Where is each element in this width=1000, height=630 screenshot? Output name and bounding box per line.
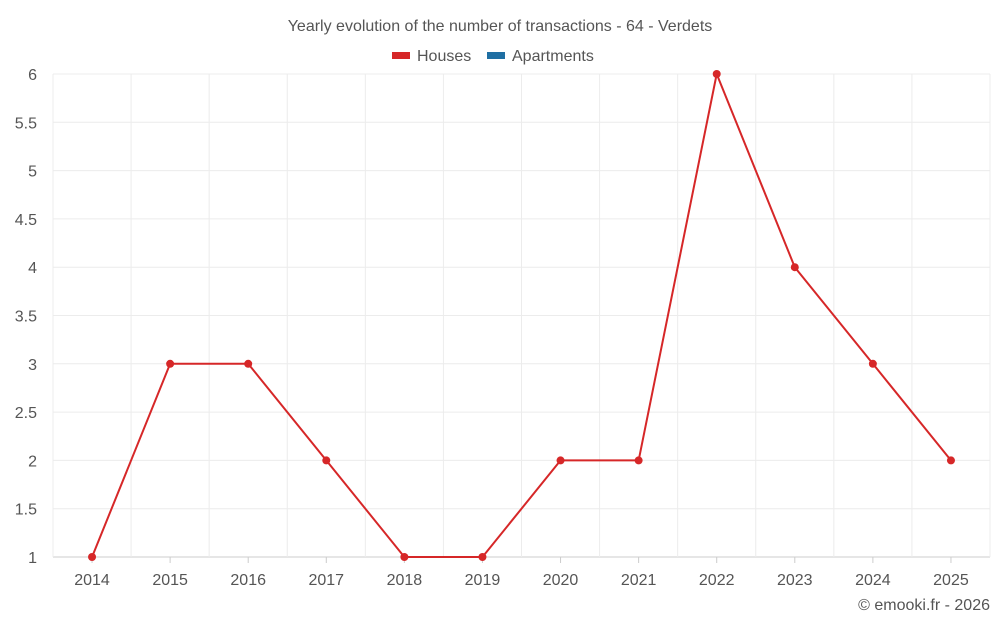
data-point-houses[interactable] xyxy=(166,359,175,368)
series-line-houses xyxy=(91,73,952,558)
data-point-houses[interactable] xyxy=(478,553,487,561)
x-axis: 2014 2015 2016 2017 2018 2019 2020 2021 2022 2023… xyxy=(74,557,969,589)
y-tick-label: 1 xyxy=(28,550,37,567)
grid xyxy=(52,73,991,558)
x-tick-label: 2018 xyxy=(387,572,423,589)
data-point-houses[interactable] xyxy=(244,359,253,368)
data-point-houses[interactable] xyxy=(322,456,331,465)
data-point-houses[interactable] xyxy=(556,456,565,465)
data-point-houses[interactable] xyxy=(946,456,955,465)
y-tick-label: 4 xyxy=(28,260,37,277)
data-point-houses[interactable] xyxy=(88,553,97,561)
x-tick-label: 2024 xyxy=(855,572,891,589)
y-tick-label: 3.5 xyxy=(15,309,37,326)
legend-swatch-houses xyxy=(392,52,410,59)
x-tick-label: 2019 xyxy=(465,572,501,589)
legend-item-houses[interactable]: Houses xyxy=(392,48,471,65)
x-tick-label: 2022 xyxy=(699,572,735,589)
legend-swatch-apartments xyxy=(487,52,505,59)
x-tick-label: 2017 xyxy=(308,572,344,589)
data-point-houses[interactable] xyxy=(400,553,409,561)
x-tick-label: 2023 xyxy=(777,572,813,589)
y-tick-label: 2.5 xyxy=(15,405,37,422)
x-tick-label: 2021 xyxy=(621,572,657,589)
y-tick-label: 3 xyxy=(28,357,37,374)
data-point-houses[interactable] xyxy=(634,456,643,465)
x-tick-label: 2020 xyxy=(543,572,579,589)
legend-item-apartments[interactable]: Apartments xyxy=(487,48,594,65)
data-point-houses[interactable] xyxy=(790,263,799,272)
x-tick-label: 2015 xyxy=(152,572,188,589)
legend-label-houses: Houses xyxy=(417,48,471,65)
footer-credit: © emooki.fr - 2026 xyxy=(858,597,990,614)
x-tick-label: 2014 xyxy=(74,572,110,589)
data-point-houses[interactable] xyxy=(712,70,721,78)
y-tick-label: 5.5 xyxy=(15,115,37,132)
y-tick-label: 6 xyxy=(28,67,37,84)
y-tick-label: 1.5 xyxy=(15,502,37,519)
chart-title: Yearly evolution of the number of transa… xyxy=(288,18,713,35)
legend-label-apartments: Apartments xyxy=(512,48,594,65)
x-tick-label: 2025 xyxy=(933,572,969,589)
y-tick-label: 2 xyxy=(28,453,37,470)
legend: Houses Apartments xyxy=(392,48,594,65)
y-axis: 1 1.5 2 2.5 3 3.5 4 4.5 5 5.5 6 xyxy=(15,67,37,567)
series-houses xyxy=(88,70,955,561)
y-tick-label: 5 xyxy=(28,164,37,181)
data-point-houses[interactable] xyxy=(868,359,877,368)
y-tick-label: 4.5 xyxy=(15,212,37,229)
x-tick-label: 2016 xyxy=(230,572,266,589)
